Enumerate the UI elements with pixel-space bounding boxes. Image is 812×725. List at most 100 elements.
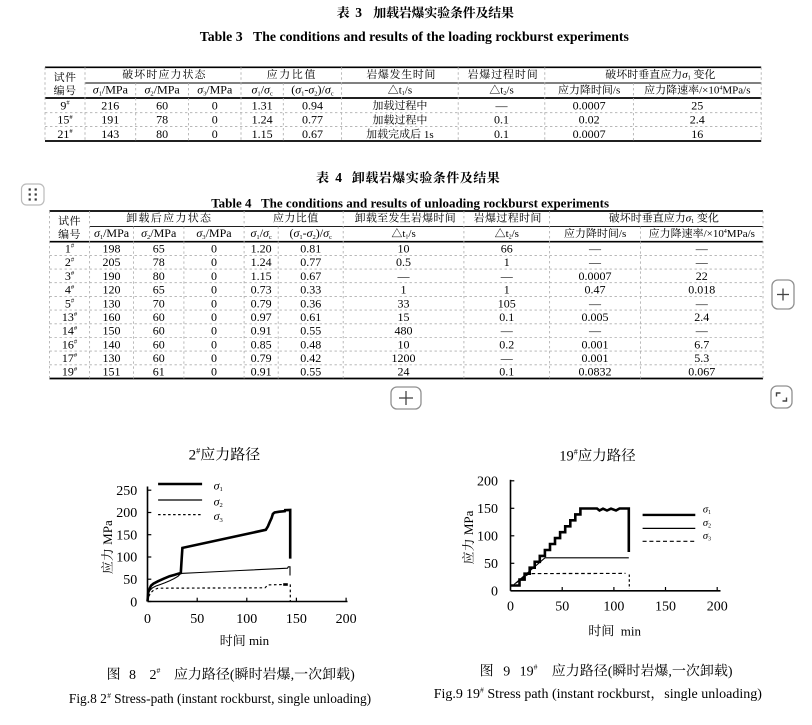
svg-text:σ: σ: [308, 83, 315, 97]
svg-text:50: 50: [555, 599, 569, 614]
svg-text:): ): [728, 664, 733, 679]
svg-text:σ: σ: [703, 531, 709, 542]
svg-text:150: 150: [477, 502, 498, 517]
svg-text:#: #: [71, 284, 75, 291]
svg-text:Table 4: Table 4: [211, 195, 252, 210]
svg-text:3: 3: [220, 517, 224, 524]
svg-text:2: 2: [150, 668, 157, 683]
svg-text:0: 0: [211, 365, 217, 379]
svg-text:1: 1: [405, 235, 408, 241]
svg-text:143: 143: [101, 127, 119, 141]
svg-text:140: 140: [103, 337, 121, 351]
svg-text:0.0007: 0.0007: [579, 269, 612, 283]
svg-text:150: 150: [103, 324, 121, 338]
svg-text:1.20: 1.20: [251, 242, 272, 256]
svg-text:#: #: [74, 339, 78, 346]
svg-text:21: 21: [57, 127, 69, 141]
svg-text:2: 2: [313, 234, 316, 241]
svg-text:151: 151: [103, 365, 121, 379]
svg-text:#: #: [534, 663, 538, 672]
svg-text:2.4: 2.4: [694, 310, 709, 324]
svg-text:single unloading): single unloading): [664, 687, 762, 702]
svg-text:σ: σ: [686, 213, 692, 225]
svg-text:9: 9: [60, 98, 66, 112]
svg-text:0.02: 0.02: [579, 113, 600, 127]
svg-text:100: 100: [116, 551, 137, 566]
svg-text:σ: σ: [141, 226, 148, 240]
svg-text:0: 0: [211, 242, 217, 256]
svg-text:/: /: [260, 226, 264, 240]
svg-text:0: 0: [130, 595, 137, 610]
svg-text:σ: σ: [94, 226, 101, 240]
svg-text:60: 60: [153, 310, 165, 324]
svg-text:—: —: [588, 296, 602, 310]
svg-text:1.15: 1.15: [252, 127, 273, 141]
svg-text:0: 0: [211, 324, 217, 338]
svg-text:1200: 1200: [392, 351, 416, 365]
svg-text:0: 0: [211, 351, 217, 365]
svg-text:/s: /s: [408, 228, 415, 240]
svg-text:130: 130: [103, 296, 121, 310]
svg-text:—: —: [495, 98, 509, 112]
svg-text:0.067: 0.067: [688, 365, 715, 379]
svg-text:2: 2: [147, 234, 150, 241]
svg-text:1.15: 1.15: [251, 269, 272, 283]
svg-text:/MPa: /MPa: [150, 226, 177, 240]
svg-text:1: 1: [299, 234, 302, 241]
svg-text:1: 1: [504, 255, 510, 269]
svg-text:/×10: /×10: [704, 228, 725, 240]
svg-text:σ: σ: [325, 83, 332, 97]
svg-text:2: 2: [220, 502, 223, 509]
svg-text:191: 191: [101, 113, 119, 127]
svg-text:—: —: [500, 324, 514, 338]
svg-text:0: 0: [211, 269, 217, 283]
svg-text:1: 1: [401, 283, 407, 297]
svg-text:2: 2: [503, 91, 506, 97]
svg-text:78: 78: [153, 255, 165, 269]
svg-text:150: 150: [655, 599, 676, 614]
svg-text:#: #: [69, 114, 73, 121]
svg-text:80: 80: [156, 127, 168, 141]
svg-text:0.33: 0.33: [300, 283, 321, 297]
svg-text:σ: σ: [307, 226, 314, 240]
svg-text:24: 24: [398, 365, 410, 379]
svg-text:)/: )/: [316, 226, 324, 240]
svg-text:0: 0: [211, 310, 217, 324]
svg-text:0.1: 0.1: [494, 113, 509, 127]
svg-text:σ: σ: [93, 83, 100, 97]
svg-text:1: 1: [65, 242, 71, 256]
svg-text:4: 4: [719, 85, 722, 91]
svg-text:#: #: [480, 685, 484, 694]
svg-text:2: 2: [65, 255, 71, 269]
svg-text:0: 0: [144, 612, 151, 627]
svg-text:80: 80: [153, 269, 165, 283]
svg-text:—: —: [695, 242, 709, 256]
svg-text:0.79: 0.79: [251, 296, 272, 310]
svg-text:/MPa: /MPa: [206, 226, 233, 240]
svg-text:16: 16: [62, 337, 74, 351]
svg-text:σ: σ: [703, 505, 709, 516]
svg-text:#: #: [66, 100, 70, 107]
svg-text:min: min: [246, 633, 270, 648]
svg-text:2: 2: [708, 524, 711, 530]
svg-text:0: 0: [211, 296, 217, 310]
svg-text:2: 2: [509, 235, 512, 241]
svg-text:0.73: 0.73: [251, 283, 272, 297]
svg-text:0.5: 0.5: [396, 255, 411, 269]
svg-text:16: 16: [691, 127, 703, 141]
svg-text:σ: σ: [703, 518, 709, 529]
svg-text:σ: σ: [214, 509, 221, 523]
svg-text:/: /: [261, 83, 265, 97]
svg-text:1: 1: [688, 76, 691, 82]
svg-text:σ: σ: [251, 226, 258, 240]
svg-text:0.48: 0.48: [300, 337, 321, 351]
svg-text:0.81: 0.81: [300, 242, 321, 256]
svg-text:130: 130: [103, 351, 121, 365]
svg-text:#: #: [69, 128, 73, 135]
svg-text:0.91: 0.91: [251, 324, 272, 338]
svg-text:0.61: 0.61: [300, 310, 321, 324]
svg-text:(: (: [608, 664, 613, 679]
svg-text:/s: /s: [506, 85, 513, 97]
svg-text:Table 3: Table 3: [200, 29, 243, 44]
svg-text:216: 216: [101, 98, 119, 112]
